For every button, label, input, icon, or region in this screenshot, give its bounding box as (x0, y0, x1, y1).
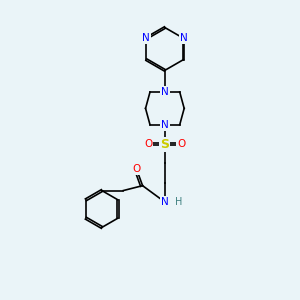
Text: S: S (160, 138, 169, 151)
Text: N: N (179, 33, 187, 43)
Text: O: O (177, 139, 185, 149)
Text: H: H (175, 197, 183, 207)
Text: N: N (161, 87, 169, 97)
Text: O: O (144, 139, 153, 149)
Text: N: N (161, 120, 169, 130)
Text: O: O (133, 164, 141, 174)
Text: N: N (142, 33, 150, 43)
Text: N: N (161, 197, 169, 207)
